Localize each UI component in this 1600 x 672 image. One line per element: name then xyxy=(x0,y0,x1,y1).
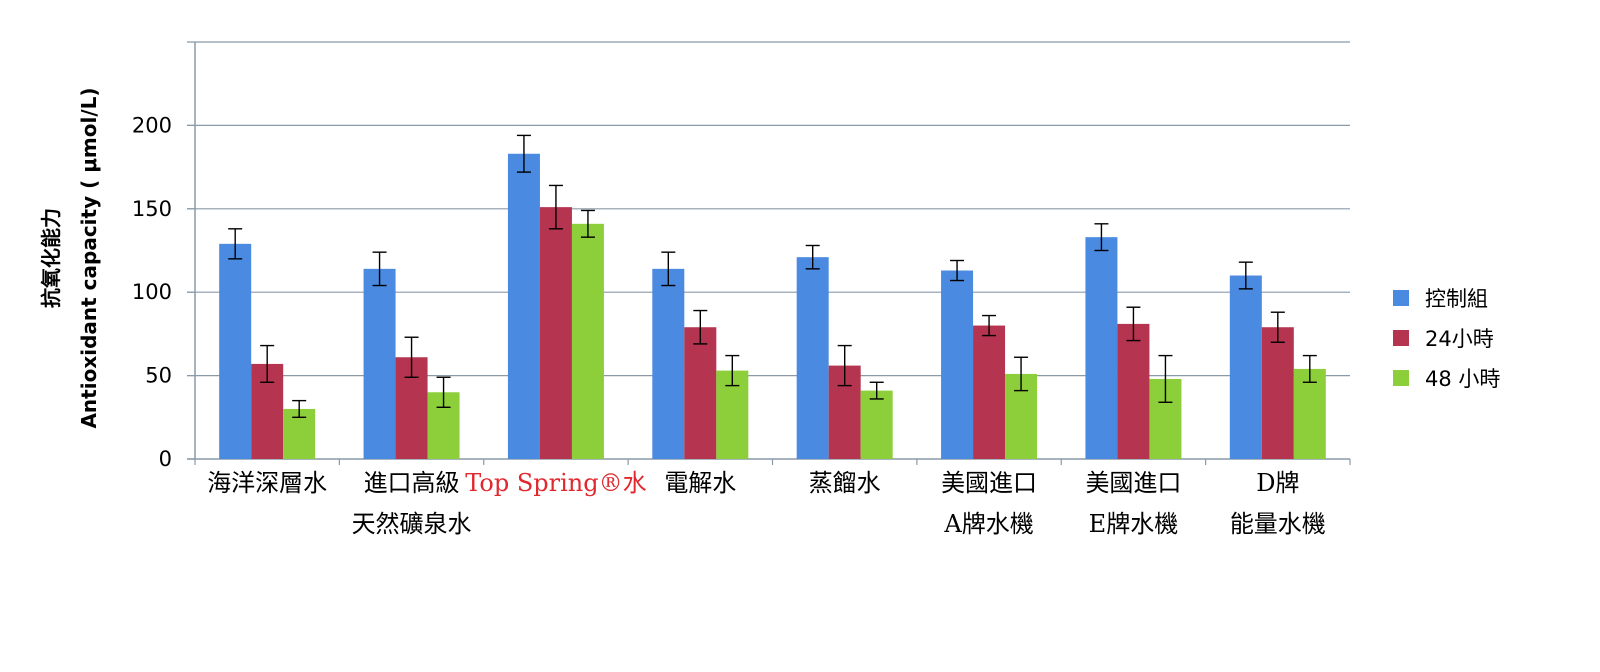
x-category-label: Top Spring®水 xyxy=(465,469,646,497)
error-bar xyxy=(372,251,387,287)
x-category-label: 電解水 xyxy=(664,469,736,497)
x-category-label: 能量水機 xyxy=(1230,510,1326,538)
bar xyxy=(941,270,974,459)
error-bar xyxy=(516,134,531,173)
legend-swatch xyxy=(1393,370,1409,386)
bar xyxy=(1085,237,1118,459)
y-axis-label-line: Antioxidant capacity ( μmol/L) xyxy=(77,87,101,428)
legend: 控制組 24小時 48 小時 xyxy=(1393,287,1500,391)
error-bar xyxy=(292,399,307,418)
bar xyxy=(1229,275,1262,459)
error-bar xyxy=(1094,223,1109,252)
x-category-label: 進口高級 xyxy=(364,469,460,497)
y-tick-label: 200 xyxy=(132,113,172,137)
x-category-label: D牌 xyxy=(1256,469,1299,497)
error-bar xyxy=(1014,356,1029,392)
error-bar xyxy=(1270,311,1285,343)
y-tick-label: 0 xyxy=(159,447,172,471)
y-axis-label-line: 抗氧化能力 xyxy=(39,208,63,308)
error-bar xyxy=(260,344,275,383)
legend-item: 24小時 xyxy=(1393,327,1494,351)
error-bar xyxy=(1126,306,1141,342)
y-tick-labels: 0 50 100 150 200 xyxy=(132,113,172,471)
bar xyxy=(1117,323,1150,459)
x-category-label: 蒸餾水 xyxy=(809,469,881,497)
bar xyxy=(1293,368,1326,459)
bar xyxy=(1261,327,1294,459)
bar xyxy=(684,327,717,459)
error-bar xyxy=(580,209,595,238)
x-category-label: A牌水機 xyxy=(943,510,1033,538)
error-bar xyxy=(661,251,676,287)
bar xyxy=(539,207,572,459)
y-tick-label: 100 xyxy=(132,280,172,304)
error-bar xyxy=(982,314,997,337)
error-bar xyxy=(950,259,965,282)
error-bar xyxy=(228,228,243,260)
gridlines xyxy=(187,41,1350,377)
error-bar xyxy=(693,309,708,345)
error-bar xyxy=(436,376,451,408)
bars xyxy=(219,153,1326,460)
x-category-label: 美國進口 xyxy=(1085,469,1181,497)
bar xyxy=(796,257,829,459)
error-bar xyxy=(1302,354,1317,383)
x-category-label: 天然礦泉水 xyxy=(352,510,472,538)
x-category-label: 海洋深層水 xyxy=(207,469,327,497)
x-category-label: E牌水機 xyxy=(1089,510,1179,538)
bar xyxy=(363,268,396,459)
bar xyxy=(507,153,540,460)
error-bars xyxy=(228,134,1317,418)
legend-label: 24小時 xyxy=(1425,327,1494,351)
legend-item: 48 小時 xyxy=(1393,367,1500,391)
error-bar xyxy=(725,354,740,387)
x-category-label: 美國進口 xyxy=(941,469,1037,497)
error-bar xyxy=(869,381,884,400)
error-bar xyxy=(837,344,852,387)
y-tick-label: 50 xyxy=(145,364,172,388)
bar xyxy=(860,390,893,459)
error-bar xyxy=(548,184,563,230)
legend-label: 48 小時 xyxy=(1425,367,1500,391)
legend-label: 控制組 xyxy=(1425,287,1488,311)
error-bar xyxy=(1158,354,1173,403)
legend-swatch xyxy=(1393,290,1409,306)
bar xyxy=(652,268,685,459)
error-bar xyxy=(1238,261,1253,290)
bar xyxy=(219,243,252,459)
y-axis-label: 抗氧化能力 Antioxidant capacity ( μmol/L) xyxy=(39,87,101,428)
bar xyxy=(973,325,1006,459)
error-bar xyxy=(805,244,820,270)
legend-swatch xyxy=(1393,330,1409,346)
y-tick-label: 150 xyxy=(132,197,172,221)
bar xyxy=(571,223,604,459)
legend-item: 控制組 xyxy=(1393,287,1488,311)
error-bar xyxy=(404,336,419,378)
